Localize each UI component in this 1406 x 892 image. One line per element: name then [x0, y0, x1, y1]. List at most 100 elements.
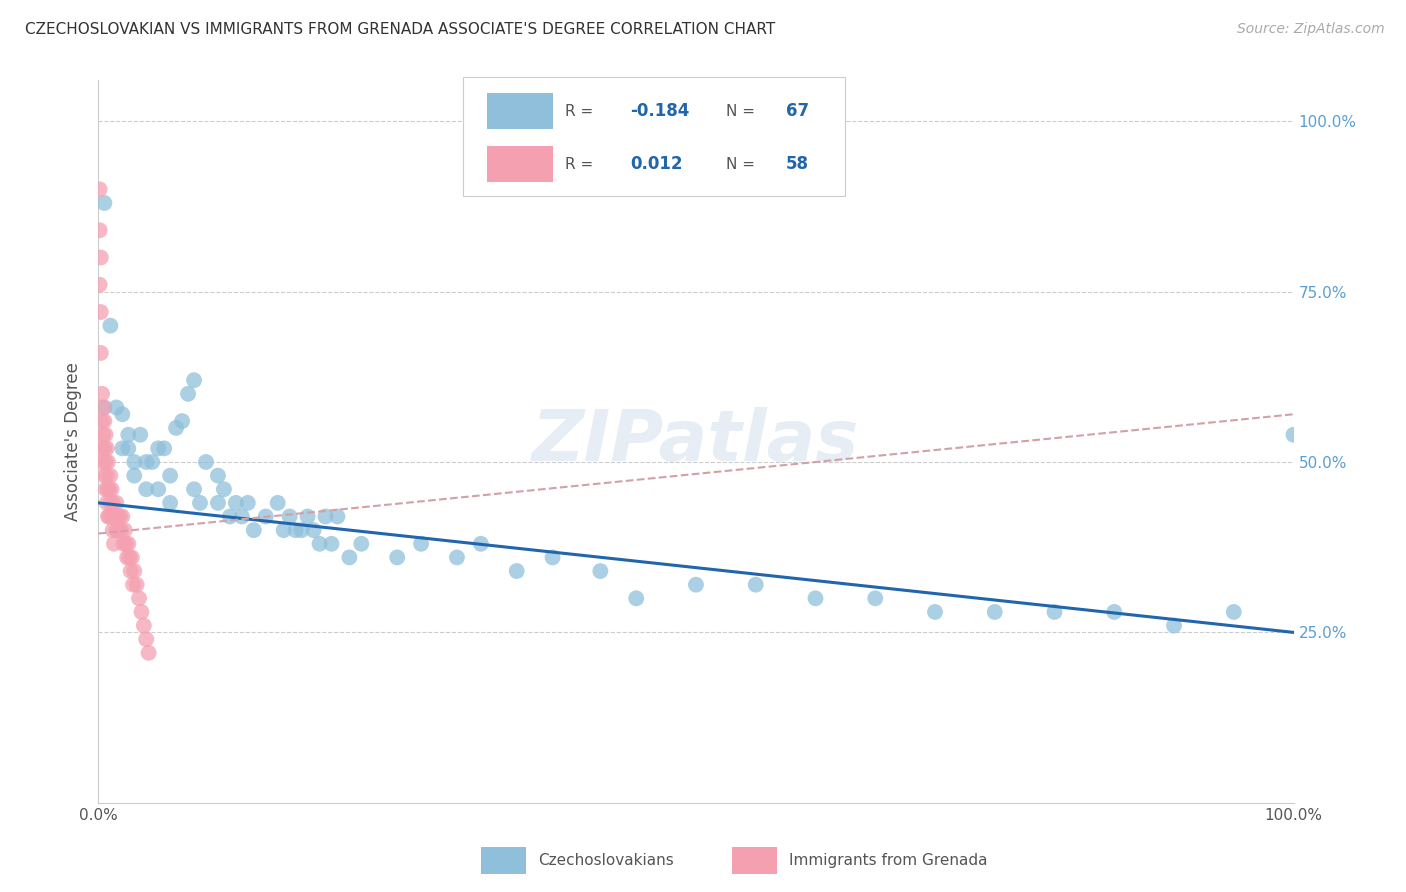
- Point: [745, 577, 768, 591]
- Point: [326, 509, 349, 524]
- Point: [804, 591, 827, 606]
- Text: 0.012: 0.012: [630, 155, 683, 173]
- Text: CZECHOSLOVAKIAN VS IMMIGRANTS FROM GRENADA ASSOCIATE'S DEGREE CORRELATION CHART: CZECHOSLOVAKIAN VS IMMIGRANTS FROM GRENA…: [25, 22, 776, 37]
- Point: [100, 509, 122, 524]
- Point: [101, 496, 124, 510]
- Point: [100, 482, 122, 496]
- Text: R =: R =: [565, 103, 598, 119]
- Point: [98, 509, 121, 524]
- Point: [93, 196, 115, 211]
- Point: [148, 442, 170, 456]
- Point: [165, 421, 187, 435]
- Point: [89, 277, 111, 292]
- Point: [1104, 605, 1126, 619]
- Point: [1043, 605, 1066, 619]
- Point: [446, 550, 468, 565]
- Point: [315, 509, 337, 524]
- Point: [177, 387, 200, 401]
- Point: [138, 646, 160, 660]
- Point: [96, 468, 118, 483]
- Point: [131, 605, 153, 619]
- Point: [96, 442, 118, 456]
- Point: [93, 414, 115, 428]
- Text: Immigrants from Grenada: Immigrants from Grenada: [789, 853, 987, 868]
- Point: [89, 223, 111, 237]
- Point: [506, 564, 529, 578]
- Bar: [481, 847, 526, 874]
- Point: [110, 523, 132, 537]
- Point: [148, 482, 170, 496]
- Point: [128, 591, 150, 606]
- Point: [117, 427, 139, 442]
- Point: [103, 509, 125, 524]
- Point: [107, 509, 129, 524]
- Text: 58: 58: [786, 155, 808, 173]
- Point: [91, 414, 114, 428]
- Point: [284, 523, 307, 537]
- Bar: [486, 93, 553, 129]
- Point: [90, 251, 112, 265]
- Point: [93, 442, 115, 456]
- Point: [97, 455, 120, 469]
- Point: [91, 442, 114, 456]
- Point: [114, 523, 136, 537]
- Point: [93, 401, 115, 415]
- Point: [98, 482, 121, 496]
- Text: 67: 67: [786, 102, 808, 120]
- Point: [302, 523, 325, 537]
- Point: [865, 591, 887, 606]
- Point: [188, 496, 211, 510]
- FancyBboxPatch shape: [463, 77, 845, 196]
- Point: [94, 427, 117, 442]
- Point: [98, 468, 122, 483]
- Point: [96, 496, 118, 510]
- Point: [91, 387, 114, 401]
- Point: [124, 455, 146, 469]
- Point: [107, 523, 129, 537]
- Point: [1282, 427, 1305, 442]
- Point: [231, 509, 253, 524]
- Text: ZIPatlas: ZIPatlas: [533, 407, 859, 476]
- Point: [589, 564, 612, 578]
- Text: N =: N =: [725, 103, 759, 119]
- Point: [225, 496, 247, 510]
- Point: [115, 550, 138, 565]
- Point: [207, 496, 229, 510]
- Point: [115, 537, 138, 551]
- Point: [132, 618, 155, 632]
- Point: [105, 523, 128, 537]
- Point: [97, 509, 120, 524]
- Point: [124, 564, 146, 578]
- Point: [105, 401, 128, 415]
- Point: [111, 407, 134, 421]
- Point: [172, 414, 194, 428]
- Point: [118, 550, 141, 565]
- Point: [129, 427, 152, 442]
- Point: [94, 455, 117, 469]
- Point: [94, 482, 117, 496]
- Point: [91, 427, 114, 442]
- Point: [93, 468, 115, 483]
- Point: [626, 591, 648, 606]
- Point: [135, 632, 157, 647]
- Point: [135, 455, 157, 469]
- Point: [321, 537, 343, 551]
- Text: -0.184: -0.184: [630, 102, 689, 120]
- Point: [121, 550, 143, 565]
- Point: [135, 482, 157, 496]
- Point: [278, 509, 301, 524]
- Point: [153, 442, 176, 456]
- Bar: [486, 146, 553, 183]
- Text: N =: N =: [725, 157, 759, 172]
- Point: [297, 509, 319, 524]
- Point: [111, 442, 134, 456]
- Point: [339, 550, 361, 565]
- Text: R =: R =: [565, 157, 598, 172]
- Point: [97, 482, 120, 496]
- Point: [411, 537, 433, 551]
- Point: [120, 564, 142, 578]
- Point: [243, 523, 266, 537]
- Point: [212, 482, 235, 496]
- Point: [195, 455, 218, 469]
- Point: [159, 496, 181, 510]
